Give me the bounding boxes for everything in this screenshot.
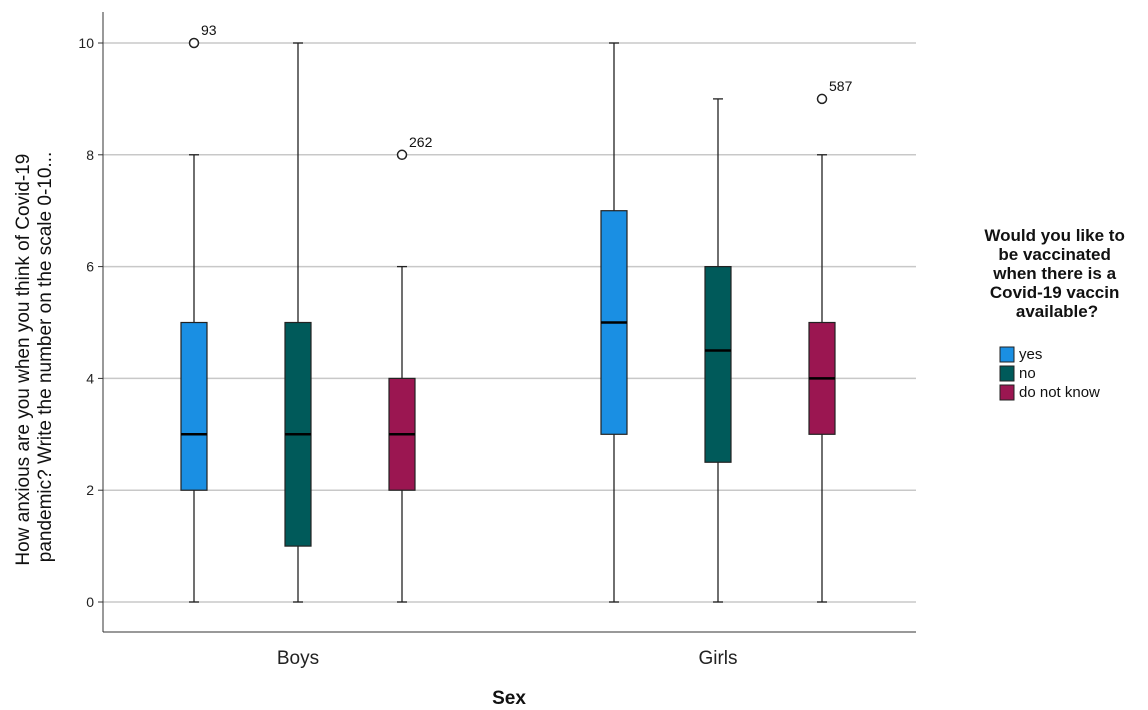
legend: Would you like to be vaccinated when the… <box>984 226 1129 401</box>
outlier-label: 587 <box>829 78 853 94</box>
legend-label: no <box>1019 365 1036 382</box>
box-do-not-know-girls: 587 <box>808 78 853 603</box>
legend-title-line-1: Would you like to <box>984 226 1124 245</box>
y-axis-title-line-2: pandemic? Write the number on the scale … <box>35 152 56 563</box>
y-axis-title-line-1: How anxious are you when you think of Co… <box>13 154 34 566</box>
legend-title-line-5: available? <box>1016 302 1098 321</box>
x-axis-title: Sex <box>492 688 526 709</box>
y-tick-label: 4 <box>86 370 94 386</box>
legend-swatch-no <box>999 365 1015 382</box>
legend-title-line-2: be vaccinated <box>998 245 1110 264</box>
box-iqr <box>180 321 208 491</box>
outlier-point <box>816 93 828 105</box>
legend-title-line-3: when there is a <box>992 264 1116 283</box>
box-yes-girls <box>600 42 628 603</box>
box-do-not-know-boys: 262 <box>388 134 433 603</box>
outlier-label: 93 <box>201 22 217 38</box>
gridlines <box>103 42 916 603</box>
axes <box>102 12 916 633</box>
outlier-point <box>188 37 200 49</box>
box-series: 93 262 587 <box>180 22 853 603</box>
legend-swatch-yes <box>999 346 1015 363</box>
y-tick-label: 0 <box>86 594 94 610</box>
outlier-label: 262 <box>409 134 433 150</box>
outlier-point <box>396 149 408 161</box>
box-no-girls <box>704 98 732 603</box>
x-category-labels: Boys Girls <box>277 648 738 669</box>
legend-title: Would you like to be vaccinated when the… <box>984 226 1129 321</box>
box-iqr <box>704 266 732 463</box>
legend-swatch-do-not-know <box>999 384 1015 401</box>
y-tick-label: 2 <box>86 482 94 498</box>
legend-items: yes no do not know <box>999 346 1100 401</box>
box-yes-boys: 93 <box>180 22 217 603</box>
y-tick-label: 8 <box>86 147 94 163</box>
legend-label: do not know <box>1019 384 1100 401</box>
box-no-boys <box>284 42 312 603</box>
legend-title-line-4: Covid-19 vaccin <box>990 283 1119 302</box>
y-tick-label: 10 <box>78 35 94 51</box>
x-category-label: Girls <box>698 648 737 669</box>
y-tick-label: 6 <box>86 259 94 275</box>
x-category-label: Boys <box>277 648 319 669</box>
y-axis-title: How anxious are you when you think of Co… <box>13 148 56 565</box>
y-tick-labels: 0 2 4 6 8 10 <box>78 35 103 610</box>
legend-label: yes <box>1019 346 1042 363</box>
